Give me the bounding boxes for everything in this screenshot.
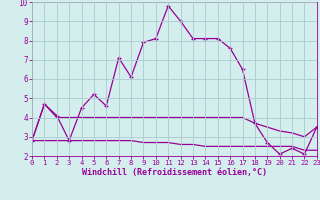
X-axis label: Windchill (Refroidissement éolien,°C): Windchill (Refroidissement éolien,°C) <box>82 168 267 177</box>
